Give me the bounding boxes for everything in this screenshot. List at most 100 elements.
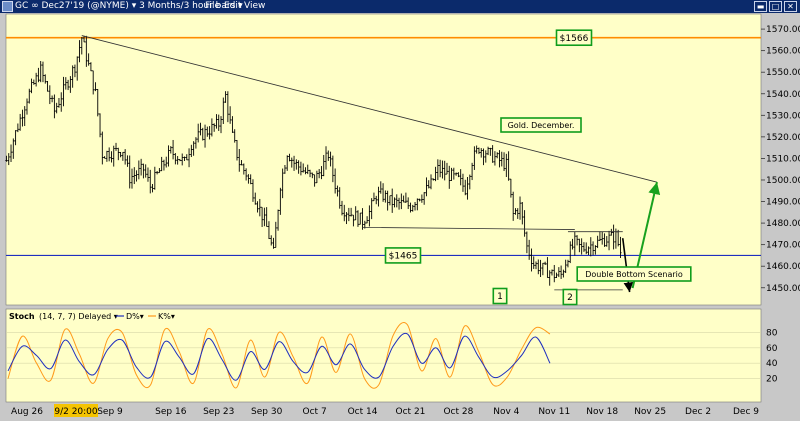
stoch-axis: 20 40 60 80 <box>766 328 778 384</box>
ohlc-bar <box>187 148 191 168</box>
ohlc-bar <box>416 198 419 211</box>
ohlc-bar <box>347 207 351 222</box>
time-axis: Aug 26 9/2 20:00 Sep 9 Sep 16 Sep 23 Sep 30 Oc… <box>11 404 759 417</box>
ohlc-bar <box>436 159 440 180</box>
ohlc-bar <box>34 72 38 87</box>
title-bar: GC ∞ Dec27'19 (@NYME) ▾ 3 Months/3 hour … <box>0 0 800 13</box>
ohlc-bar <box>76 56 79 81</box>
ohlc-bar <box>176 156 179 165</box>
ohlc-bar <box>5 155 8 162</box>
legend-label-D: D%▾ <box>126 312 144 321</box>
ohlc-bar <box>219 116 223 134</box>
ohlc-bar <box>361 208 364 230</box>
stoch-panel <box>5 308 762 403</box>
window-title[interactable]: GC ∞ Dec27'19 (@NYME) ▾ 3 Months/3 hour … <box>15 1 243 11</box>
ohlc-bar <box>301 163 305 173</box>
ohlc-bar <box>91 70 95 95</box>
ohlc-bar <box>557 267 561 278</box>
price-tick-label: 1520.00 <box>766 133 800 143</box>
stoch-tick-label: 40 <box>766 359 778 369</box>
resistance-callout-text: $1566 <box>560 34 589 44</box>
ohlc-bar <box>591 241 595 256</box>
ohlc-bar <box>359 212 362 225</box>
ohlc-bar <box>235 140 239 161</box>
ohlc-bar <box>566 259 570 268</box>
ohlc-bar <box>454 172 458 176</box>
ohlc-bar <box>607 230 611 251</box>
note-callout: Gold. December. <box>500 117 582 133</box>
stoch-title-params: (14, 7, 7) Delayed ▾ <box>39 312 118 321</box>
maximize-button[interactable]: □ <box>769 1 782 12</box>
ohlc-bar <box>391 188 394 213</box>
ohlc-bar <box>448 165 451 189</box>
ohlc-bar <box>308 169 312 178</box>
ohlc-bar <box>397 197 401 210</box>
close-button[interactable]: ✕ <box>784 1 797 12</box>
ohlc-bar <box>413 202 417 211</box>
stoch-tick-label: 80 <box>766 328 778 338</box>
ohlc-bar <box>527 239 531 260</box>
ohlc-bar <box>171 139 175 160</box>
price-levels <box>6 36 761 257</box>
ohlc-bar <box>21 109 24 127</box>
ohlc-bar <box>516 208 519 219</box>
bottom-1-label: 1 <box>492 287 508 305</box>
ohlc-bar <box>564 259 567 274</box>
ohlc-bar <box>66 79 70 91</box>
ohlc-bar <box>589 237 592 257</box>
ohlc-bar <box>411 204 414 212</box>
ohlc-bar <box>317 169 321 179</box>
ohlc-bar <box>37 67 40 83</box>
ohlc-bar <box>215 114 218 129</box>
ohlc-bar <box>336 185 339 197</box>
ohlc-bar <box>493 151 497 166</box>
ohlc-bar <box>142 163 145 179</box>
ohlc-bar <box>158 168 161 174</box>
time-axis-label: Sep 30 <box>251 407 283 417</box>
menu-file[interactable]: File <box>205 1 221 11</box>
menu-view[interactable]: View <box>244 1 266 11</box>
ohlc-bar <box>249 174 252 185</box>
ohlc-bar <box>530 248 533 272</box>
ohlc-bar <box>169 146 172 154</box>
stoch-tick-label: 20 <box>766 375 778 385</box>
ohlc-bar <box>548 270 551 286</box>
downtrend-line <box>81 35 658 183</box>
ohlc-bar <box>484 150 487 163</box>
ohlc-bar <box>103 156 106 159</box>
ohlc-bar <box>117 147 120 161</box>
time-axis-label: Dec 9 <box>733 407 759 417</box>
ohlc-bar <box>569 241 572 264</box>
ohlc-bar <box>496 152 499 159</box>
ohlc-bar <box>165 156 168 168</box>
ohlc-bar <box>464 179 467 196</box>
ohlc-bar <box>594 245 597 255</box>
menu-edit[interactable]: Edit <box>224 1 242 11</box>
stoch-tick-label: 60 <box>766 344 778 354</box>
ohlc-bar <box>532 256 535 269</box>
ohlc-bar <box>457 172 460 178</box>
ohlc-bar <box>422 192 426 205</box>
ohlc-bar <box>105 150 109 162</box>
ohlc-bar <box>331 155 335 183</box>
ohlc-bar <box>44 74 47 84</box>
ohlc-bar <box>128 155 131 189</box>
time-axis-label: Sep 16 <box>155 407 187 417</box>
price-tick-label: 1460.00 <box>766 262 800 272</box>
ohlc-bar <box>434 166 437 182</box>
price-tick-label: 1540.00 <box>766 90 800 100</box>
ohlc-bar <box>587 246 590 256</box>
ohlc-bar <box>605 236 608 247</box>
ohlc-bar <box>96 89 99 117</box>
time-axis-label: Nov 25 <box>634 407 666 417</box>
ohlc-bar <box>107 147 111 162</box>
congestion-line <box>362 227 575 230</box>
ohlc-bar <box>534 261 538 270</box>
ohlc-bar <box>78 40 81 63</box>
time-axis-label: Oct 14 <box>348 407 378 417</box>
ohlc-bar <box>425 177 428 197</box>
ohlc-bar <box>23 106 26 127</box>
ohlc-bar <box>507 151 510 181</box>
minimize-button[interactable]: ▬ <box>754 1 767 12</box>
